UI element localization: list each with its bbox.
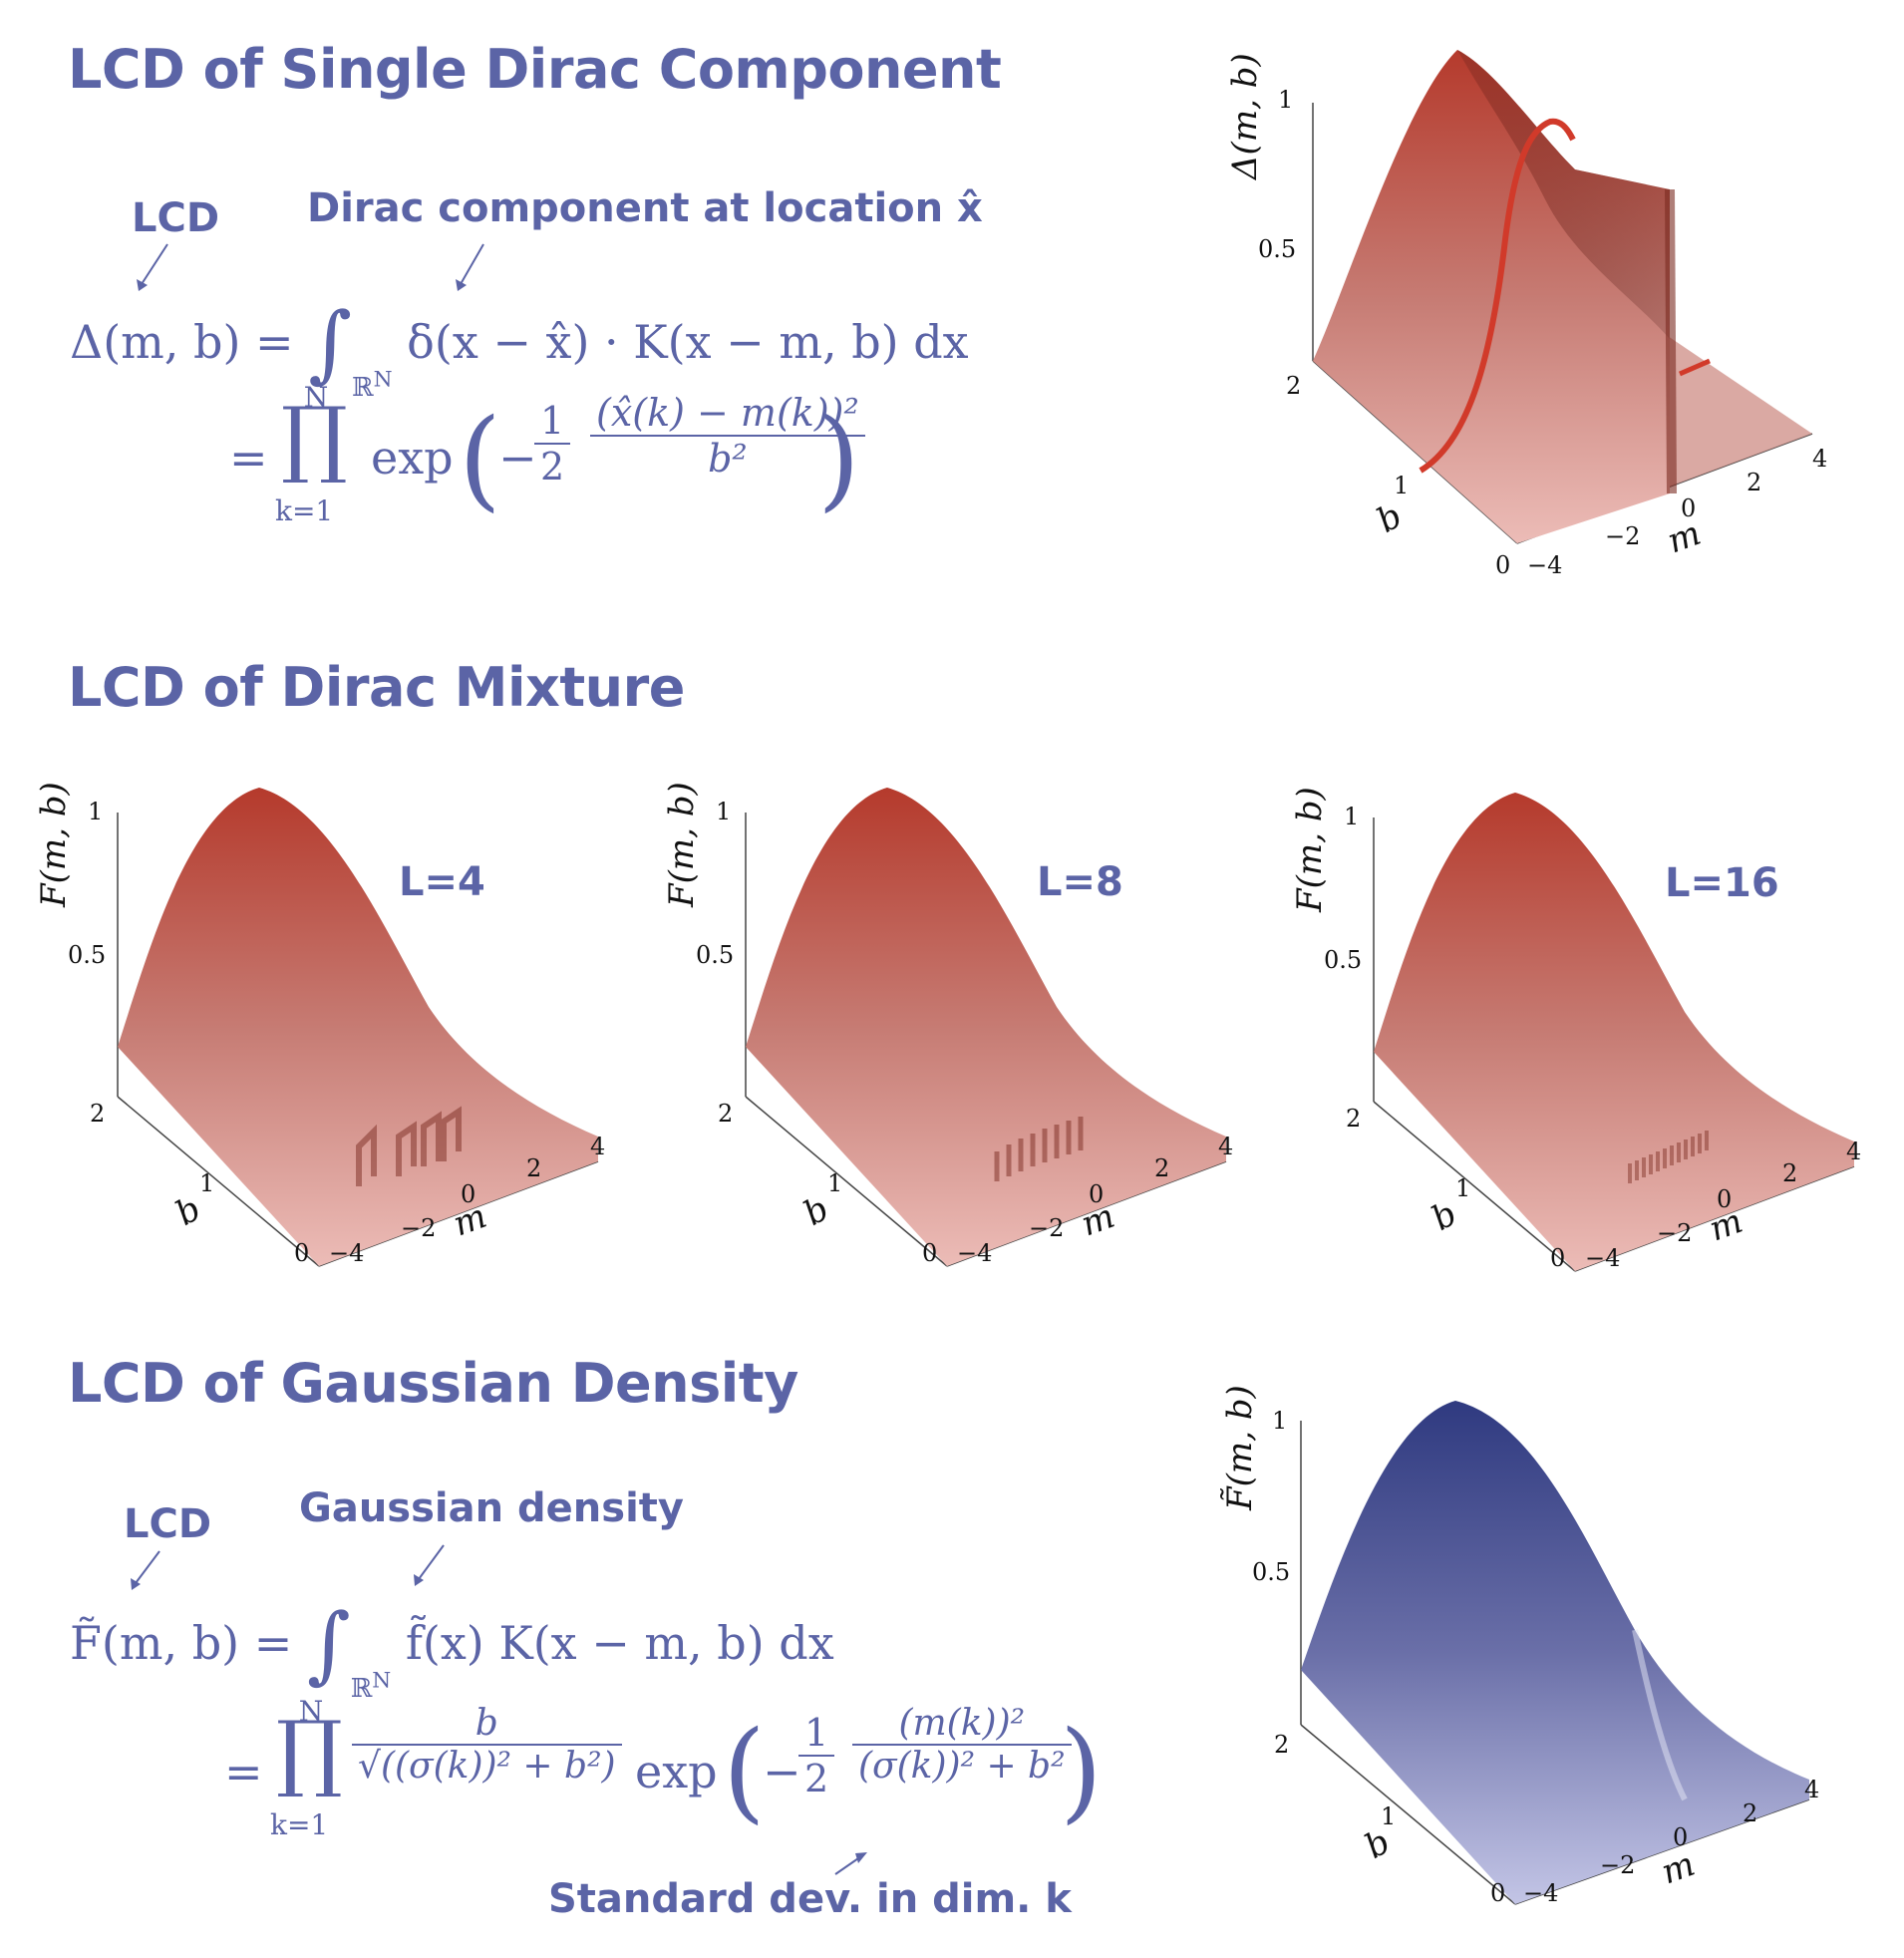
svg-text:1: 1 (1272, 1407, 1287, 1435)
svg-text:2: 2 (90, 1100, 105, 1128)
ylabel-delta: Δ(m, b) (1225, 53, 1265, 181)
svg-text:0: 0 (922, 1239, 937, 1267)
plot-mixture-L8: 1 0.5 F(m, b) 2 1 0 b −4 −2 0 2 4 m L=8 (658, 768, 1256, 1286)
product-sign: ∏ (281, 389, 348, 487)
svg-text:0.5: 0.5 (1252, 1558, 1290, 1586)
equation-delta-definition: Δ(m, b) = ∫ℝN δ(x − x̂) · K(x − m, b) dx (70, 294, 969, 403)
equation-gaussian-definition: F̃(m, b) = ∫ℝN f̃(x) K(x − m, b) dx (70, 1595, 834, 1704)
svg-text:2: 2 (1746, 469, 1761, 496)
svg-text:0: 0 (294, 1239, 309, 1267)
svg-text:−2: −2 (1657, 1219, 1692, 1247)
ytick-1: 1 (1278, 86, 1293, 114)
svg-text:0: 0 (1550, 1244, 1565, 1272)
plot-mixture-L4: 1 0.5 F(m, b) 2 1 0 b −4 −2 0 2 4 m L=4 (30, 768, 628, 1286)
svg-text:4: 4 (1804, 1776, 1819, 1803)
svg-text:0.5: 0.5 (1324, 946, 1362, 974)
svg-text:−2: −2 (401, 1214, 436, 1242)
annotation-gaussian-density: Gaussian density (299, 1485, 684, 1531)
section-title-gaussian: LCD of Gaussian Density (68, 1352, 798, 1415)
annotation-lcd-gauss: LCD (124, 1501, 212, 1547)
svg-text:−2: −2 (1600, 1851, 1635, 1879)
svg-text:1: 1 (827, 1169, 842, 1197)
eq-lhs: Δ(m, b) = (70, 315, 294, 369)
svg-text:0: 0 (1673, 1823, 1688, 1851)
svg-text:1: 1 (1344, 803, 1359, 830)
svg-text:0.5: 0.5 (696, 941, 734, 969)
svg-text:1: 1 (1381, 1802, 1396, 1830)
section-title-single-dirac: LCD of Single Dirac Component (68, 38, 1002, 101)
label-L4: L=4 (399, 859, 485, 905)
svg-text:0: 0 (1089, 1180, 1104, 1208)
ytick-0.5: 0.5 (1258, 235, 1296, 263)
svg-text:1: 1 (716, 798, 731, 825)
svg-text:1: 1 (1455, 1174, 1470, 1202)
svg-text:−2: −2 (1605, 522, 1640, 550)
svg-text:1: 1 (199, 1169, 214, 1197)
ylabel-F-L8: F(m, b) (662, 782, 702, 908)
ylabel-F-L4: F(m, b) (34, 782, 74, 908)
svg-text:2: 2 (1743, 1799, 1757, 1827)
svg-text:2: 2 (1286, 372, 1301, 400)
svg-text:4: 4 (1812, 445, 1827, 473)
svg-text:0.5: 0.5 (68, 941, 106, 969)
ylabel-F-L16: F(m, b) (1290, 787, 1330, 913)
svg-text:2: 2 (1346, 1105, 1361, 1133)
svg-text:2: 2 (526, 1154, 541, 1182)
annotation-lcd: LCD (132, 195, 220, 241)
svg-text:−2: −2 (1029, 1214, 1064, 1242)
svg-text:1: 1 (88, 798, 103, 825)
svg-text:−4: −4 (1527, 551, 1562, 579)
svg-text:−4: −4 (1585, 1244, 1620, 1272)
plot-gaussian-surface: 1 0.5 F̃(m, b) 2 1 0 b −4 −2 0 2 4 m (1196, 1381, 1844, 1939)
svg-text:0: 0 (461, 1180, 476, 1208)
section-title-dirac-mixture: LCD of Dirac Mixture (68, 656, 685, 719)
svg-text:4: 4 (590, 1133, 605, 1160)
svg-text:0: 0 (1717, 1185, 1732, 1213)
eq-lhs-gauss: F̃(m, b) = (70, 1616, 293, 1670)
eq-rhs: δ(x − x̂) · K(x − m, b) dx (407, 315, 969, 369)
integral-sign: ∫ (308, 294, 352, 392)
svg-text:0: 0 (1490, 1879, 1505, 1907)
svg-text:0: 0 (1495, 551, 1510, 579)
svg-text:−4: −4 (957, 1239, 992, 1267)
svg-text:2: 2 (1154, 1154, 1169, 1182)
svg-text:4: 4 (1218, 1133, 1233, 1160)
ylabel-F-tilde: F̃(m, b) (1220, 1385, 1260, 1511)
label-L16: L=16 (1665, 860, 1779, 906)
svg-text:1: 1 (1394, 472, 1409, 499)
svg-text:−4: −4 (1523, 1879, 1558, 1907)
annotation-arrows-gauss (131, 1544, 867, 1875)
svg-text:2: 2 (1782, 1159, 1797, 1187)
plot-delta-surface: 1 0.5 Δ(m, b) 2 1 0 b −4 −2 0 2 4 m (1196, 40, 1844, 598)
label-L8: L=8 (1037, 859, 1123, 905)
svg-text:b: b (1371, 495, 1410, 541)
svg-text:0: 0 (1681, 494, 1696, 522)
annotation-dirac-component: Dirac component at location x̂ (307, 185, 983, 231)
svg-text:−4: −4 (329, 1239, 364, 1267)
eq-rhs-gauss: f̃(x) K(x − m, b) dx (405, 1616, 834, 1670)
svg-text:4: 4 (1846, 1138, 1861, 1165)
svg-text:2: 2 (1274, 1731, 1289, 1759)
svg-text:m: m (1662, 513, 1706, 562)
svg-text:2: 2 (718, 1100, 733, 1128)
plot-mixture-L16: 1 0.5 F(m, b) 2 1 0 b −4 −2 0 2 4 m L=16 (1286, 773, 1884, 1291)
annotation-arrows-single (137, 243, 484, 291)
annotation-standard-dev: Standard dev. in dim. k (548, 1876, 1072, 1922)
